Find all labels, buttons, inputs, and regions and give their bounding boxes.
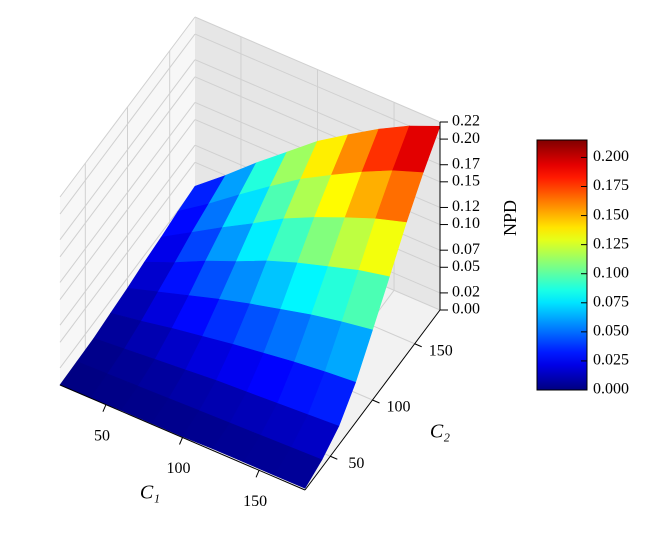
y-tick-label: 50 (348, 455, 364, 472)
x-axis-label: C₁ (140, 482, 160, 504)
y-tick (372, 399, 380, 404)
z-tick-label: 0.17 (452, 155, 480, 172)
x-tick (179, 437, 183, 445)
y-tick (330, 455, 338, 460)
z-axis-label: NPD (500, 200, 520, 236)
z-tick-label: 0.02 (452, 284, 480, 301)
colorbar-tick-label: 0.050 (593, 323, 629, 340)
colorbar-tick-label: 0.150 (593, 206, 629, 223)
x-tick-label: 50 (94, 427, 110, 444)
x-tick-label: 100 (167, 460, 191, 477)
colorbar-tick-label: 0.025 (593, 352, 629, 369)
y-tick-label: 100 (387, 399, 411, 416)
z-tick-label: 0.12 (452, 198, 480, 215)
z-tick-label: 0.00 (452, 301, 480, 318)
z-tick-label: 0.05 (452, 258, 480, 275)
colorbar-tick-label: 0.000 (593, 381, 629, 398)
z-tick-label: 0.22 (452, 113, 480, 130)
z-tick-label: 0.20 (452, 130, 480, 147)
x-tick (102, 404, 107, 412)
z-tick-label: 0.07 (452, 241, 480, 258)
colorbar-tick-label: 0.200 (593, 148, 629, 165)
y-axis-label: C₂ (430, 421, 450, 443)
colorbar-tick-label: 0.100 (593, 264, 629, 281)
surface-patch (273, 447, 323, 489)
colorbar-tick-label: 0.075 (593, 293, 629, 310)
z-tick-label: 0.10 (452, 215, 480, 232)
y-tick-label: 150 (429, 342, 453, 359)
colorbar-tick-label: 0.125 (593, 235, 629, 252)
colorbar-tick-label: 0.175 (593, 177, 629, 194)
y-tick (414, 343, 422, 348)
z-tick-label: 0.15 (452, 172, 480, 189)
x-tick (255, 470, 260, 478)
colorbar (536, 139, 588, 391)
x-tick-label: 150 (243, 493, 267, 510)
